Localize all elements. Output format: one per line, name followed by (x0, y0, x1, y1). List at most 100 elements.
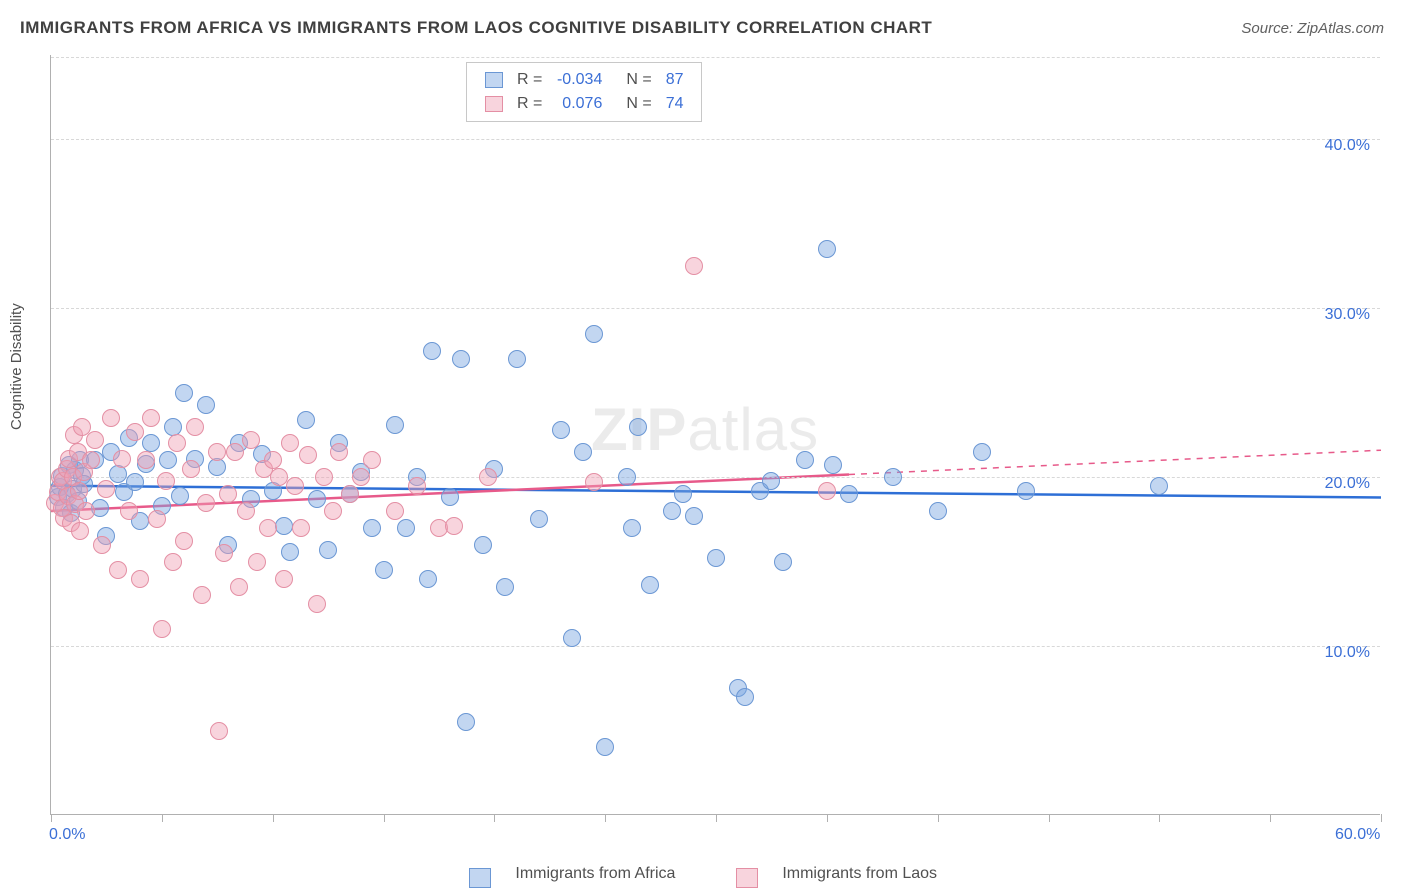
gridline (51, 308, 1380, 309)
data-point (663, 502, 681, 520)
data-point (929, 502, 947, 520)
data-point (386, 502, 404, 520)
data-point (142, 409, 160, 427)
swatch-icon (485, 96, 503, 112)
watermark: ZIPatlas (591, 395, 819, 464)
data-point (148, 510, 166, 528)
data-point (86, 431, 104, 449)
r-label: R = (511, 69, 548, 91)
data-point (281, 434, 299, 452)
data-point (264, 451, 282, 469)
data-point (292, 519, 310, 537)
chart-source: Source: ZipAtlas.com (1241, 20, 1384, 37)
data-point (315, 468, 333, 486)
data-point (341, 485, 359, 503)
data-point (230, 578, 248, 596)
data-point (457, 713, 475, 731)
data-point (685, 507, 703, 525)
data-point (674, 485, 692, 503)
data-point (157, 472, 175, 490)
data-point (219, 485, 237, 503)
data-point (419, 570, 437, 588)
data-point (508, 350, 526, 368)
x-tick (494, 814, 495, 822)
data-point (164, 418, 182, 436)
data-point (397, 519, 415, 537)
n-value: 87 (660, 69, 690, 91)
data-point (126, 423, 144, 441)
data-point (297, 411, 315, 429)
x-tick (273, 814, 274, 822)
r-value: -0.034 (550, 69, 608, 91)
data-point (71, 522, 89, 540)
data-point (1017, 482, 1035, 500)
data-point (479, 468, 497, 486)
data-point (363, 519, 381, 537)
data-point (363, 451, 381, 469)
x-tick (605, 814, 606, 822)
data-point (259, 519, 277, 537)
source-name: ZipAtlas.com (1297, 20, 1384, 37)
data-point (552, 421, 570, 439)
n-value: 74 (660, 93, 690, 115)
r-value: 0.076 (550, 93, 608, 115)
data-point (973, 443, 991, 461)
data-point (474, 536, 492, 554)
gridline (51, 139, 1380, 140)
data-point (142, 434, 160, 452)
data-point (175, 384, 193, 402)
data-point (840, 485, 858, 503)
data-point (445, 517, 463, 535)
gridline (51, 646, 1380, 647)
data-point (175, 532, 193, 550)
x-tick (1270, 814, 1271, 822)
data-point (299, 446, 317, 464)
data-point (736, 688, 754, 706)
data-point (452, 350, 470, 368)
data-point (585, 325, 603, 343)
x-tick (1049, 814, 1050, 822)
data-point (596, 738, 614, 756)
swatch-icon (469, 868, 491, 888)
data-point (93, 536, 111, 554)
data-point (215, 544, 233, 562)
data-point (685, 257, 703, 275)
data-point (623, 519, 641, 537)
y-tick-label: 30.0% (1325, 306, 1370, 324)
legend-row: R =-0.034N =87 (479, 69, 689, 91)
scatter-plot: ZIPatlas 10.0%20.0%30.0%40.0%0.0%60.0% (50, 55, 1380, 815)
data-point (423, 342, 441, 360)
source-prefix: Source: (1241, 20, 1297, 37)
series-legend: Immigrants from Africa Immigrants from L… (0, 864, 1406, 884)
data-point (210, 722, 228, 740)
x-tick (162, 814, 163, 822)
legend-label: Immigrants from Laos (782, 865, 937, 882)
data-point (818, 482, 836, 500)
y-axis-label: Cognitive Disability (8, 303, 25, 430)
data-point (574, 443, 592, 461)
data-point (774, 553, 792, 571)
legend-item-laos: Immigrants from Laos (722, 865, 951, 882)
correlation-legend: R =-0.034N =87R =0.076N =74 (466, 62, 702, 122)
data-point (97, 480, 115, 498)
data-point (77, 502, 95, 520)
data-point (70, 482, 88, 500)
data-point (308, 490, 326, 508)
data-point (168, 434, 186, 452)
x-tick (1159, 814, 1160, 822)
data-point (237, 502, 255, 520)
legend-row: R =0.076N =74 (479, 93, 689, 115)
data-point (226, 443, 244, 461)
data-point (197, 494, 215, 512)
data-point (319, 541, 337, 559)
swatch-icon (736, 868, 758, 888)
data-point (308, 595, 326, 613)
data-point (186, 418, 204, 436)
data-point (386, 416, 404, 434)
y-tick-label: 10.0% (1325, 644, 1370, 662)
data-point (153, 620, 171, 638)
data-point (197, 396, 215, 414)
data-point (762, 472, 780, 490)
x-tick (384, 814, 385, 822)
y-tick-label: 20.0% (1325, 475, 1370, 493)
